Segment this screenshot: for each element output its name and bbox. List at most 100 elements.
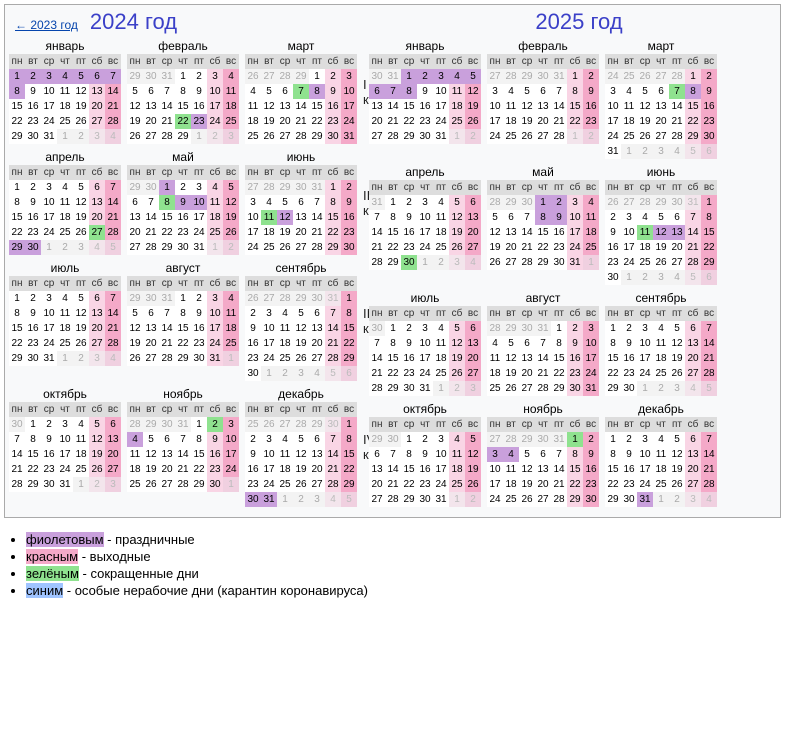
day-cell: 30 <box>621 492 637 507</box>
day-cell: 1 <box>223 351 239 366</box>
day-cell: 5 <box>487 210 503 225</box>
day-cell: 29 <box>127 69 143 84</box>
day-cell: 21 <box>551 114 567 129</box>
dow-header: вс <box>105 402 121 417</box>
day-cell: 14 <box>701 336 717 351</box>
day-cell: 19 <box>293 336 309 351</box>
day-cell: 12 <box>449 336 465 351</box>
day-cell: 17 <box>261 336 277 351</box>
day-cell: 23 <box>25 336 41 351</box>
day-cell: 26 <box>293 477 309 492</box>
legend-violet: фиолетовым - праздничные <box>26 532 781 547</box>
day-cell: 14 <box>369 351 385 366</box>
dow-header: чт <box>57 54 73 69</box>
day-cell: 27 <box>309 351 325 366</box>
day-cell: 9 <box>41 432 57 447</box>
day-cell: 27 <box>519 381 535 396</box>
day-cell: 28 <box>105 114 121 129</box>
day-cell: 6 <box>143 306 159 321</box>
day-cell: 16 <box>25 99 41 114</box>
dow-header: пт <box>73 402 89 417</box>
day-cell: 3 <box>191 180 207 195</box>
dow-header: пн <box>605 54 621 69</box>
day-cell: 29 <box>277 180 293 195</box>
day-cell: 3 <box>605 84 621 99</box>
day-cell: 25 <box>245 417 261 432</box>
day-cell: 28 <box>385 492 401 507</box>
month-name: июль <box>369 291 481 305</box>
month: ноябрьпнвтсрчтптсбвс27282930311234567891… <box>487 402 599 507</box>
day-cell: 19 <box>465 462 481 477</box>
dow-header: пн <box>127 402 143 417</box>
day-cell: 4 <box>277 306 293 321</box>
day-cell: 21 <box>325 462 341 477</box>
day-cell: 6 <box>685 321 701 336</box>
month-name: январь <box>369 39 481 53</box>
dow-header: ср <box>519 180 535 195</box>
day-cell: 1 <box>25 417 41 432</box>
day-cell: 6 <box>369 84 385 99</box>
day-cell: 6 <box>143 84 159 99</box>
day-cell: 8 <box>567 84 583 99</box>
day-cell: 21 <box>385 114 401 129</box>
day-cell: 29 <box>325 240 341 255</box>
dow-header: чт <box>175 276 191 291</box>
day-cell: 31 <box>261 492 277 507</box>
day-cell: 30 <box>519 195 535 210</box>
day-cell: 31 <box>685 195 701 210</box>
month: февральпнвтсрчтптсбвс2930311234567891011… <box>127 39 239 144</box>
legend: фиолетовым - праздничные красным - выход… <box>4 532 781 598</box>
day-cell: 27 <box>653 129 669 144</box>
dow-header: чт <box>57 276 73 291</box>
month-name: декабрь <box>245 387 357 401</box>
dow-header: чт <box>175 402 191 417</box>
month: майпнвтсрчтптсбвс28293012345678910111213… <box>487 165 599 285</box>
dow-header: пн <box>605 306 621 321</box>
day-cell: 15 <box>159 210 175 225</box>
day-cell: 4 <box>701 492 717 507</box>
day-cell: 13 <box>89 306 105 321</box>
day-cell: 19 <box>73 321 89 336</box>
dow-header: вс <box>223 402 239 417</box>
day-cell: 25 <box>503 129 519 144</box>
day-cell: 20 <box>465 225 481 240</box>
day-cell: 30 <box>583 492 599 507</box>
day-cell: 8 <box>9 84 25 99</box>
day-cell: 10 <box>261 321 277 336</box>
day-cell: 24 <box>637 366 653 381</box>
day-cell: 30 <box>143 180 159 195</box>
day-cell: 20 <box>127 225 143 240</box>
month-name: октябрь <box>9 387 121 401</box>
day-cell: 31 <box>433 129 449 144</box>
dow-header: чт <box>653 54 669 69</box>
day-cell: 2 <box>73 129 89 144</box>
day-cell: 2 <box>191 291 207 306</box>
day-cell: 3 <box>73 240 89 255</box>
day-cell: 22 <box>551 366 567 381</box>
day-cell: 16 <box>191 321 207 336</box>
day-cell: 5 <box>637 84 653 99</box>
dow-header: пт <box>433 180 449 195</box>
month-name: март <box>605 39 717 53</box>
day-cell: 23 <box>417 114 433 129</box>
day-cell: 28 <box>503 432 519 447</box>
day-cell: 26 <box>261 129 277 144</box>
back-link[interactable]: ← 2023 год <box>15 18 78 32</box>
day-cell: 15 <box>341 447 357 462</box>
day-cell: 17 <box>637 462 653 477</box>
day-cell: 1 <box>605 432 621 447</box>
day-cell: 25 <box>277 351 293 366</box>
day-cell: 22 <box>385 366 401 381</box>
dow-header: пн <box>127 54 143 69</box>
dow-header: вс <box>223 276 239 291</box>
day-cell: 2 <box>25 69 41 84</box>
day-cell: 25 <box>583 240 599 255</box>
day-cell: 29 <box>309 417 325 432</box>
month: сентябрьпнвтсрчтптсбвс123456789101112131… <box>605 291 717 396</box>
day-cell: 15 <box>567 462 583 477</box>
day-cell: 3 <box>245 195 261 210</box>
day-cell: 4 <box>583 195 599 210</box>
day-cell: 16 <box>621 462 637 477</box>
day-cell: 14 <box>385 462 401 477</box>
day-cell: 18 <box>57 210 73 225</box>
